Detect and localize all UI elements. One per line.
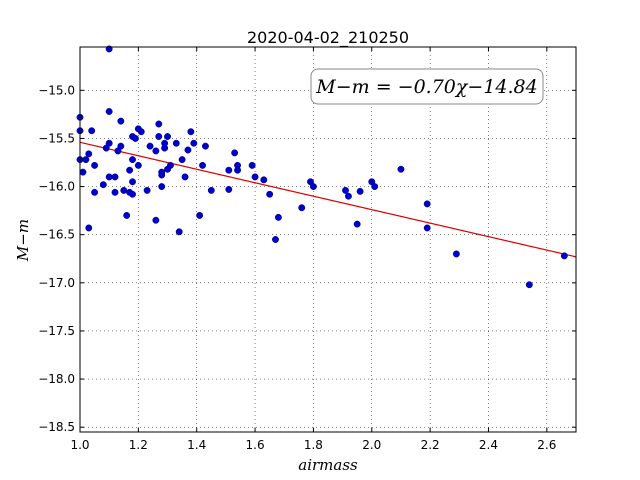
data-point (248, 161, 256, 169)
data-point (105, 108, 113, 115)
data-point (274, 213, 282, 221)
ticks: 1.0 1.2 1.4 1.6 1.8 2.0 2.2 2.4 2.6 −15.0 −15.5 −16… (38, 47, 576, 452)
data-point (175, 228, 183, 236)
data-point (126, 166, 134, 174)
y-tick-label: −15.5 (38, 131, 75, 145)
data-point (143, 186, 151, 194)
data-point (152, 147, 160, 155)
data-point (82, 156, 90, 164)
x-axis-label: airmass (298, 456, 358, 474)
data-point (123, 211, 131, 219)
data-point (155, 120, 163, 128)
data-point (231, 149, 239, 157)
data-point (105, 139, 113, 147)
data-point (187, 128, 195, 136)
x-tick-label: 2.6 (537, 438, 556, 452)
data-point (129, 190, 136, 198)
data-point (371, 183, 379, 191)
data-point (356, 187, 364, 195)
x-tick-label: 1.6 (246, 438, 265, 452)
x-tick-label: 1.8 (304, 438, 323, 452)
y-axis-label: M−m (14, 219, 32, 262)
data-point (423, 200, 431, 208)
data-point (88, 127, 96, 135)
data-point (560, 252, 568, 260)
data-point (117, 142, 125, 150)
data-point (196, 211, 204, 219)
y-tick-label: −16.5 (38, 228, 75, 242)
y-tick-label: −16.0 (38, 180, 75, 194)
data-point (146, 142, 154, 150)
data-points (76, 45, 568, 289)
data-point (137, 128, 145, 136)
data-point (190, 139, 198, 147)
data-point (172, 139, 180, 147)
y-tick-label: −18.0 (38, 372, 75, 386)
data-point (199, 161, 206, 169)
data-point (309, 183, 317, 191)
y-tick-label: −17.5 (38, 324, 75, 338)
chart-title: 2020-04-02_210250 (247, 28, 409, 48)
data-point (266, 190, 274, 198)
data-point (423, 224, 431, 232)
data-point (184, 146, 192, 154)
data-point (158, 183, 166, 191)
data-point (79, 168, 87, 176)
data-point (85, 150, 93, 158)
data-point (158, 171, 166, 179)
data-point (344, 192, 352, 200)
data-point (91, 188, 99, 196)
data-point (111, 173, 119, 181)
data-point (134, 161, 142, 169)
data-point (105, 173, 113, 181)
x-tick-label: 1.4 (187, 438, 206, 452)
data-point (525, 281, 533, 289)
data-point (152, 216, 160, 224)
y-tick-label: −15.0 (38, 83, 75, 97)
data-point (161, 139, 169, 147)
data-point (353, 220, 361, 228)
data-point (155, 133, 163, 140)
data-point (129, 156, 136, 164)
data-point (178, 156, 186, 164)
annotation-text: M−m = −0.70χ−14.84 (315, 76, 537, 98)
data-point (298, 204, 306, 212)
data-point (129, 178, 136, 186)
plot-frame (79, 46, 577, 433)
data-point (120, 186, 128, 194)
data-point (202, 142, 209, 150)
x-tick-label: 2.4 (479, 438, 498, 452)
x-tick-label: 2.2 (421, 438, 440, 452)
data-point (99, 181, 107, 189)
y-tick-label: −17.0 (38, 276, 75, 290)
data-point (91, 161, 99, 169)
data-point (251, 173, 259, 181)
x-tick-label: 1.2 (129, 438, 148, 452)
data-point (452, 250, 460, 258)
data-point (131, 134, 139, 142)
data-point (234, 166, 242, 174)
grid (79, 47, 576, 432)
fit-annotation: M−m = −0.70χ−14.84 (310, 68, 544, 105)
x-tick-label: 1.0 (70, 438, 89, 452)
annotation-box (310, 68, 544, 105)
data-point (342, 186, 349, 194)
data-point (207, 186, 215, 194)
data-point (397, 165, 405, 173)
data-point (117, 117, 125, 125)
data-point (85, 224, 93, 232)
data-point (225, 166, 233, 174)
data-point (111, 188, 119, 196)
data-point (164, 133, 171, 140)
data-point (181, 173, 189, 181)
y-tick-label: −18.5 (38, 420, 75, 434)
x-tick-label: 2.0 (362, 438, 381, 452)
data-point (225, 186, 233, 193)
fit-layer (79, 141, 577, 258)
data-point (260, 176, 268, 184)
data-point (272, 236, 279, 243)
fit-line (79, 141, 577, 258)
data-point (166, 161, 174, 169)
